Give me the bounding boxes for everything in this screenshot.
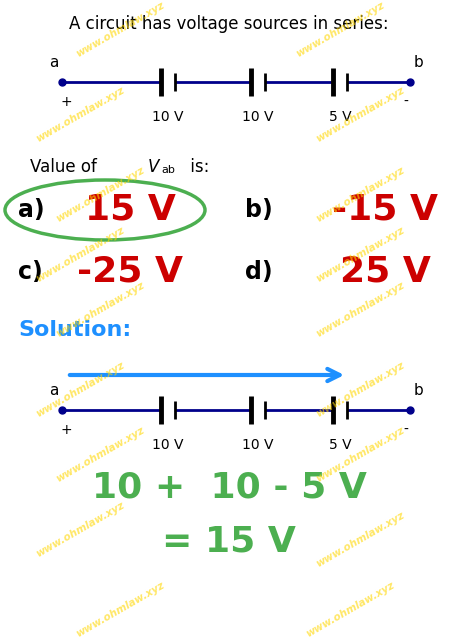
Text: www.ohmlaw.xyz: www.ohmlaw.xyz xyxy=(314,166,406,225)
Text: V: V xyxy=(148,158,159,176)
Text: a): a) xyxy=(18,198,45,222)
Text: Solution:: Solution: xyxy=(18,320,131,340)
Text: www.ohmlaw.xyz: www.ohmlaw.xyz xyxy=(34,86,126,145)
Text: is:: is: xyxy=(185,158,209,176)
Text: www.ohmlaw.xyz: www.ohmlaw.xyz xyxy=(314,426,406,484)
Text: 10 V: 10 V xyxy=(242,110,274,124)
Text: www.ohmlaw.xyz: www.ohmlaw.xyz xyxy=(54,426,146,484)
Text: b): b) xyxy=(245,198,273,222)
Text: A circuit has voltage sources in series:: A circuit has voltage sources in series: xyxy=(69,15,389,33)
Text: b: b xyxy=(414,55,424,70)
Text: Value of: Value of xyxy=(30,158,102,176)
Text: a: a xyxy=(49,55,58,70)
Text: www.ohmlaw.xyz: www.ohmlaw.xyz xyxy=(314,225,406,284)
Text: -25 V: -25 V xyxy=(77,255,183,289)
Text: www.ohmlaw.xyz: www.ohmlaw.xyz xyxy=(314,360,406,419)
Text: 15 V: 15 V xyxy=(84,193,175,227)
Text: 10 +  10 - 5 V: 10 + 10 - 5 V xyxy=(91,470,366,504)
Text: www.ohmlaw.xyz: www.ohmlaw.xyz xyxy=(314,86,406,145)
Text: c): c) xyxy=(18,260,43,284)
Text: 10 V: 10 V xyxy=(152,438,184,452)
Text: www.ohmlaw.xyz: www.ohmlaw.xyz xyxy=(54,280,146,339)
Text: www.ohmlaw.xyz: www.ohmlaw.xyz xyxy=(54,166,146,225)
Text: 10 V: 10 V xyxy=(152,110,184,124)
Text: -: - xyxy=(403,423,409,437)
Text: +: + xyxy=(60,95,72,109)
Text: www.ohmlaw.xyz: www.ohmlaw.xyz xyxy=(304,580,396,639)
Text: www.ohmlaw.xyz: www.ohmlaw.xyz xyxy=(34,500,126,559)
Text: a: a xyxy=(49,383,58,398)
Text: 25 V: 25 V xyxy=(340,255,431,289)
Text: www.ohmlaw.xyz: www.ohmlaw.xyz xyxy=(294,1,386,60)
Text: ab: ab xyxy=(161,165,175,175)
Text: 5 V: 5 V xyxy=(329,110,351,124)
Text: www.ohmlaw.xyz: www.ohmlaw.xyz xyxy=(314,511,406,570)
Text: www.ohmlaw.xyz: www.ohmlaw.xyz xyxy=(314,280,406,339)
Text: 10 V: 10 V xyxy=(242,438,274,452)
Text: +: + xyxy=(60,423,72,437)
Text: www.ohmlaw.xyz: www.ohmlaw.xyz xyxy=(74,1,166,60)
Text: www.ohmlaw.xyz: www.ohmlaw.xyz xyxy=(74,580,166,639)
Text: = 15 V: = 15 V xyxy=(162,525,296,559)
Text: -: - xyxy=(403,95,409,109)
Text: d): d) xyxy=(245,260,273,284)
Text: -15 V: -15 V xyxy=(332,193,438,227)
Text: www.ohmlaw.xyz: www.ohmlaw.xyz xyxy=(34,360,126,419)
Text: www.ohmlaw.xyz: www.ohmlaw.xyz xyxy=(34,225,126,284)
Text: b: b xyxy=(414,383,424,398)
Text: 5 V: 5 V xyxy=(329,438,351,452)
